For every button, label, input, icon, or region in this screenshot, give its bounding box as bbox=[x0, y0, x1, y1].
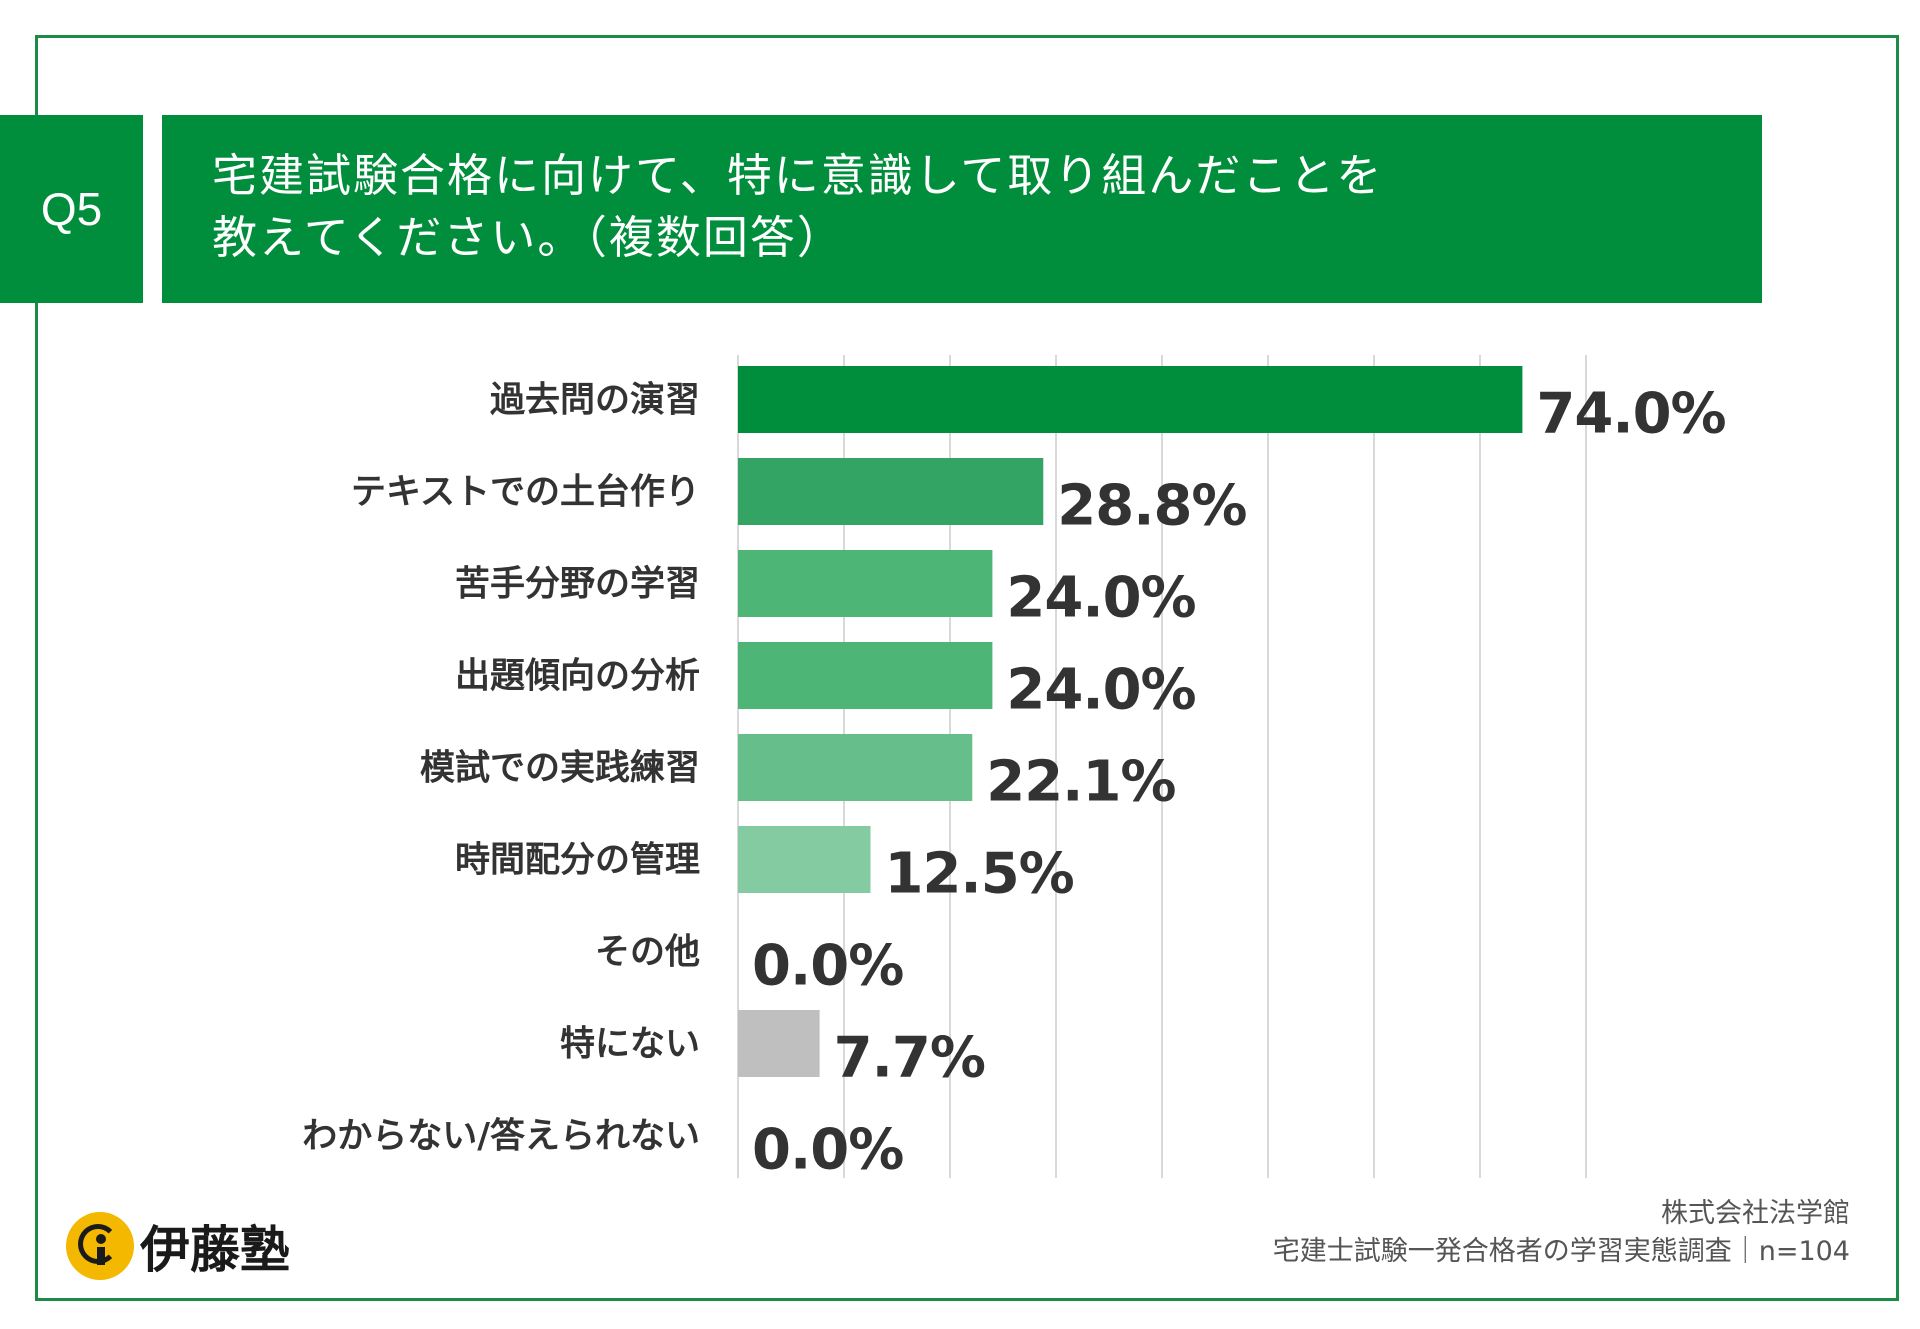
value-label-8: 7.7% bbox=[834, 1026, 985, 1091]
logo-text: 伊藤塾 bbox=[140, 1221, 290, 1279]
bar-2 bbox=[738, 458, 1044, 525]
chart-value-labels: 74.0% 28.8% 24.0% 24.0% 22.1% 12.5% 0.0% 7.7% 0.… bbox=[752, 382, 1727, 1183]
value-label-7: 0.0% bbox=[752, 934, 903, 999]
footer-company: 株式会社法学館 bbox=[1661, 1198, 1850, 1229]
chart-bars bbox=[738, 366, 1523, 1077]
frame-border bbox=[35, 35, 1899, 1301]
category-label-4: 出題傾向の分析 bbox=[455, 657, 700, 697]
bar-5 bbox=[738, 734, 973, 801]
category-label-2: テキストでの土台作り bbox=[351, 473, 700, 513]
category-label-8: 特にない bbox=[560, 1025, 700, 1065]
question-number: Q5 bbox=[0, 115, 143, 303]
value-label-2: 28.8% bbox=[1057, 474, 1246, 539]
footer-survey: 宅建士試験一発合格者の学習実態調査｜n=104 bbox=[1272, 1236, 1850, 1267]
category-label-1: 過去問の演習 bbox=[490, 381, 700, 421]
value-label-5: 22.1% bbox=[986, 750, 1175, 815]
question-title-line1: 宅建試験合格に向けて、特に意識して取り組んだことを bbox=[212, 149, 1384, 202]
category-label-3: 苦手分野の学習 bbox=[455, 564, 700, 605]
bar-1 bbox=[738, 366, 1523, 433]
source-footer: 株式会社法学館 宅建士試験一発合格者の学習実態調査｜n=104 bbox=[1273, 1195, 1850, 1271]
question-title-line2: 教えてください。（複数回答） bbox=[212, 211, 844, 264]
value-label-3: 24.0% bbox=[1006, 566, 1195, 631]
value-label-6: 12.5% bbox=[885, 842, 1074, 907]
category-label-5: 模試での実践練習 bbox=[420, 749, 700, 789]
bar-3 bbox=[738, 550, 993, 617]
bar-8 bbox=[738, 1010, 820, 1077]
info-i-icon bbox=[66, 1212, 134, 1280]
question-title: 宅建試験合格に向けて、特に意識して取り組んだことを 教えてください。（複数回答） bbox=[162, 115, 1762, 303]
category-label-9: わからない/答えられない bbox=[302, 1117, 700, 1157]
bar-6 bbox=[738, 826, 871, 893]
category-label-7: その他 bbox=[595, 933, 700, 973]
itojuku-logo: 伊藤塾 bbox=[66, 1210, 290, 1282]
category-label-6: 時間配分の管理 bbox=[455, 841, 700, 881]
bar-4 bbox=[738, 642, 993, 709]
chart-category-labels: 過去問の演習テキストでの土台作り苦手分野の学習出題傾向の分析模試での実践練習時間… bbox=[302, 381, 700, 1157]
value-label-4: 24.0% bbox=[1006, 658, 1195, 723]
value-label-1: 74.0% bbox=[1536, 382, 1725, 447]
value-label-9: 0.0% bbox=[752, 1118, 903, 1183]
